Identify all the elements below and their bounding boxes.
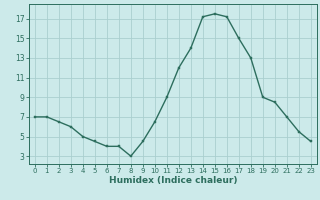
X-axis label: Humidex (Indice chaleur): Humidex (Indice chaleur)	[108, 176, 237, 185]
